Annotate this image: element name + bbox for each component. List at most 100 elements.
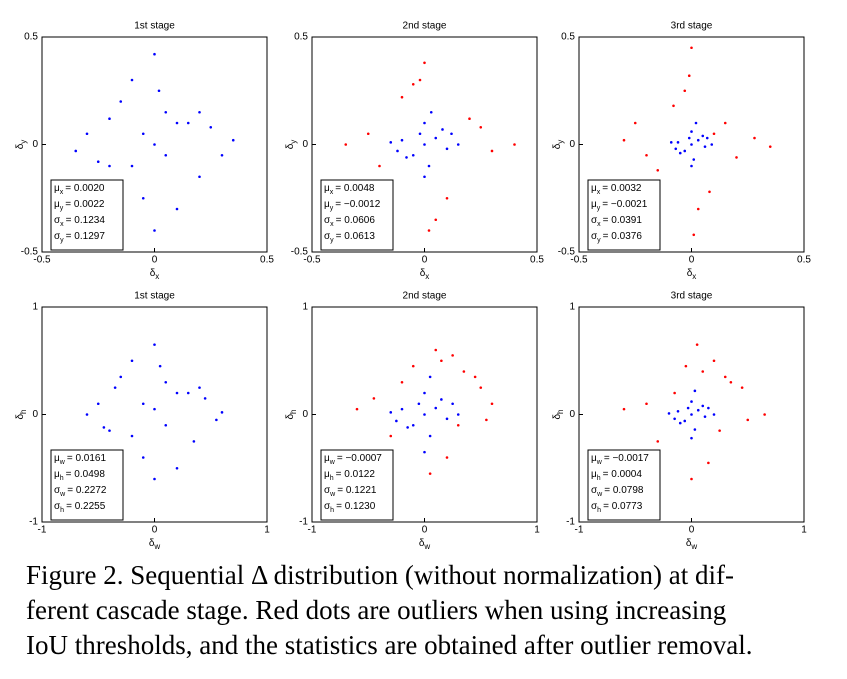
point <box>451 354 454 357</box>
x-axis-label: δw <box>419 538 431 550</box>
point <box>712 359 716 363</box>
point <box>708 190 711 194</box>
point <box>678 421 682 425</box>
stat-line: σy = 0.0376 <box>591 231 642 244</box>
stat-line: σh = 0.1230 <box>324 501 376 514</box>
caption-line: Figure 2. Sequential Δ distribution (wit… <box>26 560 734 590</box>
y-tick-label: 0 <box>32 409 38 420</box>
panel-title: 3rd stage <box>671 291 713 302</box>
point <box>746 418 750 422</box>
point <box>683 89 687 93</box>
point <box>108 117 111 120</box>
stat-value: = 0.0613 <box>336 231 376 242</box>
point <box>429 110 433 114</box>
panel-title: 2nd stage <box>403 291 447 302</box>
point <box>130 359 134 363</box>
y-tick-label: 1 <box>302 302 308 313</box>
point <box>701 404 705 408</box>
point <box>445 196 449 200</box>
x-tick-label: 0 <box>689 525 695 536</box>
point <box>355 407 359 411</box>
point <box>692 158 696 161</box>
stat-value: = 0.0773 <box>603 501 643 512</box>
point <box>411 153 415 157</box>
point <box>372 397 376 400</box>
point <box>633 121 637 125</box>
x-tick-label: 0 <box>422 525 428 536</box>
point <box>490 402 494 406</box>
point <box>192 440 196 443</box>
x-axis-label-symbol: δ <box>150 268 156 279</box>
point <box>645 153 648 157</box>
point <box>513 143 516 146</box>
stat-line: μx = 0.0048 <box>324 183 375 196</box>
point <box>690 477 693 481</box>
point <box>440 359 443 363</box>
stat-value: = 0.1297 <box>66 231 106 242</box>
point <box>622 138 626 142</box>
stats-box <box>320 449 394 521</box>
point <box>427 229 431 232</box>
point <box>678 151 682 155</box>
stat-value: = 0.1230 <box>336 501 376 512</box>
y-axis-label-sub: y <box>19 140 28 144</box>
y-axis-label-sub: h <box>556 409 565 413</box>
point <box>673 417 676 421</box>
point <box>119 100 123 103</box>
stat-symbol: μ <box>54 453 60 464</box>
point <box>418 78 422 82</box>
point <box>683 419 687 423</box>
x-tick-label: -0.5 <box>570 255 588 266</box>
point <box>710 143 714 146</box>
stat-symbol: σ <box>54 501 61 512</box>
stat-symbol: σ <box>591 215 598 226</box>
stat-line: σx = 0.0606 <box>324 215 375 228</box>
stat-value: = 0.1221 <box>337 485 377 496</box>
stat-value: = 0.0048 <box>335 183 375 194</box>
point <box>428 375 432 379</box>
point <box>441 128 444 131</box>
point <box>411 423 415 427</box>
point <box>400 407 404 411</box>
stat-value: = 0.0606 <box>336 215 376 226</box>
point <box>434 218 438 222</box>
stats-box <box>320 179 394 251</box>
y-axis-label-symbol: δ <box>15 143 26 149</box>
point <box>703 145 707 148</box>
y-axis-label-sub: y <box>289 140 298 144</box>
stat-symbol: σ <box>591 485 598 496</box>
point <box>434 348 438 352</box>
point <box>141 402 145 406</box>
point <box>729 380 733 384</box>
point <box>389 434 393 438</box>
point <box>683 149 687 153</box>
x-axis-label-symbol: δ <box>419 538 425 549</box>
y-axis-label-sub: h <box>289 409 298 413</box>
y-tick-label: -1 <box>566 517 575 528</box>
point <box>676 141 680 144</box>
point <box>231 138 235 142</box>
x-axis-label: δx <box>420 268 430 281</box>
x-axis-label: δw <box>149 538 161 550</box>
x-tick-label: 1 <box>801 525 807 536</box>
point <box>378 164 381 168</box>
point <box>485 418 488 422</box>
stat-sub: y <box>60 205 64 212</box>
stat-sub: y <box>330 205 334 212</box>
point <box>687 136 691 140</box>
x-axis-label-symbol: δ <box>149 538 155 549</box>
point <box>456 423 460 427</box>
x-tick-label: 1 <box>534 525 540 536</box>
stat-symbol: σ <box>54 215 61 226</box>
panel-title: 1st stage <box>134 291 175 302</box>
point <box>423 121 426 125</box>
point <box>440 398 443 401</box>
point <box>712 132 716 136</box>
x-axis-label-symbol: δ <box>420 268 426 279</box>
point <box>96 160 100 163</box>
point <box>690 413 693 416</box>
stat-line: μx = 0.0020 <box>54 183 105 196</box>
point <box>707 461 710 465</box>
point <box>215 418 218 422</box>
